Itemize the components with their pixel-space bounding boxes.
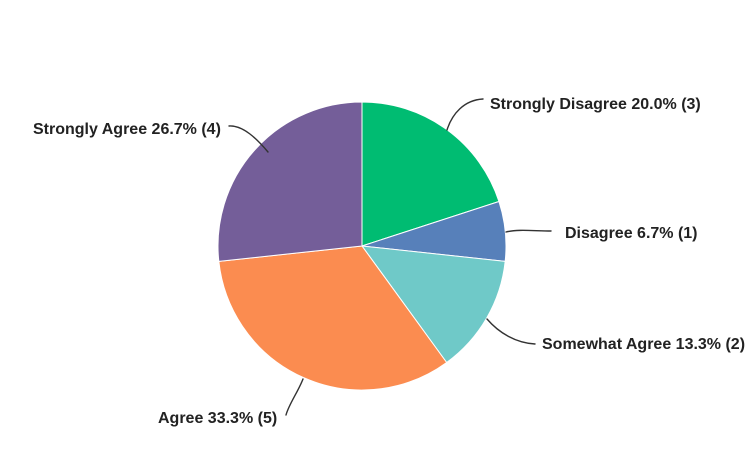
slice-label-strongly-disagree: Strongly Disagree 20.0% (3) bbox=[490, 96, 701, 113]
leader-line-disagree bbox=[505, 229, 552, 233]
pie-slice-agree[interactable] bbox=[218, 245, 448, 391]
leader-line-somewhat-agree bbox=[486, 318, 536, 345]
slice-label-strongly-agree: Strongly Agree 26.7% (4) bbox=[33, 121, 221, 138]
slice-labels: Strongly Disagree 20.0% (3) Disagree 6.7… bbox=[33, 96, 745, 427]
pie-slice-strongly-agree[interactable] bbox=[217, 101, 363, 262]
pie-slice-somewhat-agree[interactable] bbox=[361, 245, 506, 363]
leader-lines bbox=[228, 98, 552, 416]
slice-label-somewhat-agree: Somewhat Agree 13.3% (2) bbox=[542, 336, 745, 353]
slice-label-disagree: Disagree 6.7% (1) bbox=[565, 225, 698, 242]
leader-line-agree bbox=[285, 378, 304, 416]
leader-line-strongly-disagree bbox=[446, 98, 484, 131]
slice-label-agree: Agree 33.3% (5) bbox=[158, 410, 277, 427]
leader-line-strongly-agree bbox=[228, 125, 269, 153]
pie-slices bbox=[217, 101, 507, 391]
